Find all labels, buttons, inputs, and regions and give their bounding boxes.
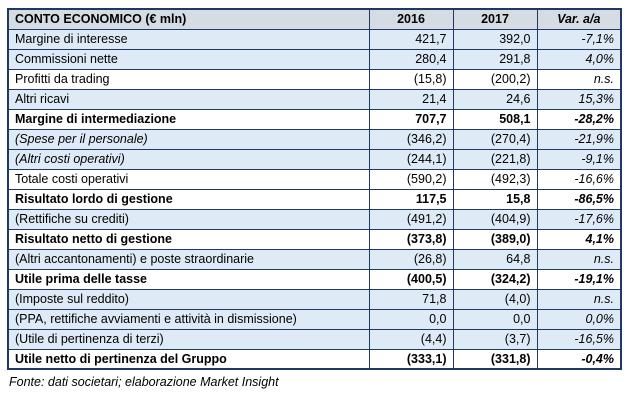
value-var: 4,1% <box>536 228 622 250</box>
row-label: (Utile di pertinenza di terzi) <box>7 328 370 350</box>
value-var: 15,3% <box>536 88 622 110</box>
value-var: n.s. <box>536 68 622 90</box>
value-2016: (26,8) <box>368 248 454 270</box>
row-label: (Spese per il personale) <box>7 128 370 150</box>
table-row: Altri ricavi 21,4 24,6 15,3% <box>7 88 622 110</box>
value-var: 0,0% <box>536 308 622 330</box>
table-row: Margine di interesse 421,7 392,0 -7,1% <box>7 28 622 50</box>
value-2017: (404,9) <box>452 208 538 230</box>
income-statement-page: CONTO ECONOMICO (€ mln) 2016 2017 Var. a… <box>7 8 622 389</box>
value-2017: (324,2) <box>452 268 538 290</box>
row-label: Risultato lordo di gestione <box>7 188 370 210</box>
value-var: -17,6% <box>536 208 622 230</box>
value-2016: (400,5) <box>368 268 454 290</box>
value-2016: (346,2) <box>368 128 454 150</box>
row-label: Margine di interesse <box>7 28 370 50</box>
value-2016: 0,0 <box>368 308 454 330</box>
table-row: (Altri accantonamenti) e poste straordin… <box>7 248 622 270</box>
value-2016: (15,8) <box>368 68 454 90</box>
column-header-2017: 2017 <box>452 8 538 30</box>
value-2016: (491,2) <box>368 208 454 230</box>
table-row: (PPA, rettifiche avviamenti e attività i… <box>7 308 622 330</box>
value-var: 4,0% <box>536 48 622 70</box>
value-2016: 21,4 <box>368 88 454 110</box>
table-row: (Altri costi operativi) (244,1) (221,8) … <box>7 148 622 170</box>
value-2016: (373,8) <box>368 228 454 250</box>
value-2016: (333,1) <box>368 348 454 370</box>
table-row: (Rettifiche su crediti) (491,2) (404,9) … <box>7 208 622 230</box>
value-2017: (270,4) <box>452 128 538 150</box>
table-row: (Spese per il personale) (346,2) (270,4)… <box>7 128 622 150</box>
table-row: Profitti da trading (15,8) (200,2) n.s. <box>7 68 622 90</box>
value-var: -21,9% <box>536 128 622 150</box>
value-2017: 0,0 <box>452 308 538 330</box>
table-title: CONTO ECONOMICO (€ mln) <box>7 8 370 30</box>
value-2016: 707,7 <box>368 108 454 130</box>
value-2017: 24,6 <box>452 88 538 110</box>
value-2016: (244,1) <box>368 148 454 170</box>
row-label: (PPA, rettifiche avviamenti e attività i… <box>7 308 370 330</box>
table-row-total: Utile netto di pertinenza del Gruppo (33… <box>7 348 622 370</box>
value-var: -9,1% <box>536 148 622 170</box>
row-label: (Altri accantonamenti) e poste straordin… <box>7 248 370 270</box>
row-label: Utile prima delle tasse <box>7 268 370 290</box>
value-2017: (492,3) <box>452 168 538 190</box>
value-2017: (331,8) <box>452 348 538 370</box>
row-label: Margine di intermediazione <box>7 108 370 130</box>
table-row: Commissioni nette 280,4 291,8 4,0% <box>7 48 622 70</box>
table-row: (Utile di pertinenza di terzi) (4,4) (3,… <box>7 328 622 350</box>
value-2016: 421,7 <box>368 28 454 50</box>
value-var: -28,2% <box>536 108 622 130</box>
value-2017: 392,0 <box>452 28 538 50</box>
table-row: (Imposte sul reddito) 71,8 (4,0) n.s. <box>7 288 622 310</box>
value-var: -19,1% <box>536 268 622 290</box>
value-2016: 71,8 <box>368 288 454 310</box>
value-var: -0,4% <box>536 348 622 370</box>
value-2017: 15,8 <box>452 188 538 210</box>
table-row-subtotal: Risultato netto di gestione (373,8) (389… <box>7 228 622 250</box>
row-label: (Altri costi operativi) <box>7 148 370 170</box>
value-2017: (200,2) <box>452 68 538 90</box>
value-2016: (590,2) <box>368 168 454 190</box>
row-label: (Rettifiche su crediti) <box>7 208 370 230</box>
row-label: (Imposte sul reddito) <box>7 288 370 310</box>
row-label: Risultato netto di gestione <box>7 228 370 250</box>
value-2017: (4,0) <box>452 288 538 310</box>
value-var: -86,5% <box>536 188 622 210</box>
value-var: n.s. <box>536 288 622 310</box>
row-label: Totale costi operativi <box>7 168 370 190</box>
value-2016: (4,4) <box>368 328 454 350</box>
table-row-subtotal: Risultato lordo di gestione 117,5 15,8 -… <box>7 188 622 210</box>
value-2016: 280,4 <box>368 48 454 70</box>
table-header-row: CONTO ECONOMICO (€ mln) 2016 2017 Var. a… <box>7 8 622 30</box>
row-label: Altri ricavi <box>7 88 370 110</box>
value-2017: (389,0) <box>452 228 538 250</box>
source-note: Fonte: dati societari; elaborazione Mark… <box>9 375 279 389</box>
value-var: -16,5% <box>536 328 622 350</box>
value-2017: 64,8 <box>452 248 538 270</box>
table-row-subtotal: Utile prima delle tasse (400,5) (324,2) … <box>7 268 622 290</box>
row-label: Profitti da trading <box>7 68 370 90</box>
value-2017: 291,8 <box>452 48 538 70</box>
income-statement-table: CONTO ECONOMICO (€ mln) 2016 2017 Var. a… <box>7 8 622 370</box>
value-2016: 117,5 <box>368 188 454 210</box>
value-2017: 508,1 <box>452 108 538 130</box>
column-header-2016: 2016 <box>368 8 454 30</box>
row-label: Commissioni nette <box>7 48 370 70</box>
table-row: Totale costi operativi (590,2) (492,3) -… <box>7 168 622 190</box>
value-var: n.s. <box>536 248 622 270</box>
value-2017: (3,7) <box>452 328 538 350</box>
value-var: -16,6% <box>536 168 622 190</box>
table-row-subtotal: Margine di intermediazione 707,7 508,1 -… <box>7 108 622 130</box>
row-label: Utile netto di pertinenza del Gruppo <box>7 348 370 370</box>
column-header-var: Var. a/a <box>536 8 622 30</box>
value-var: -7,1% <box>536 28 622 50</box>
value-2017: (221,8) <box>452 148 538 170</box>
